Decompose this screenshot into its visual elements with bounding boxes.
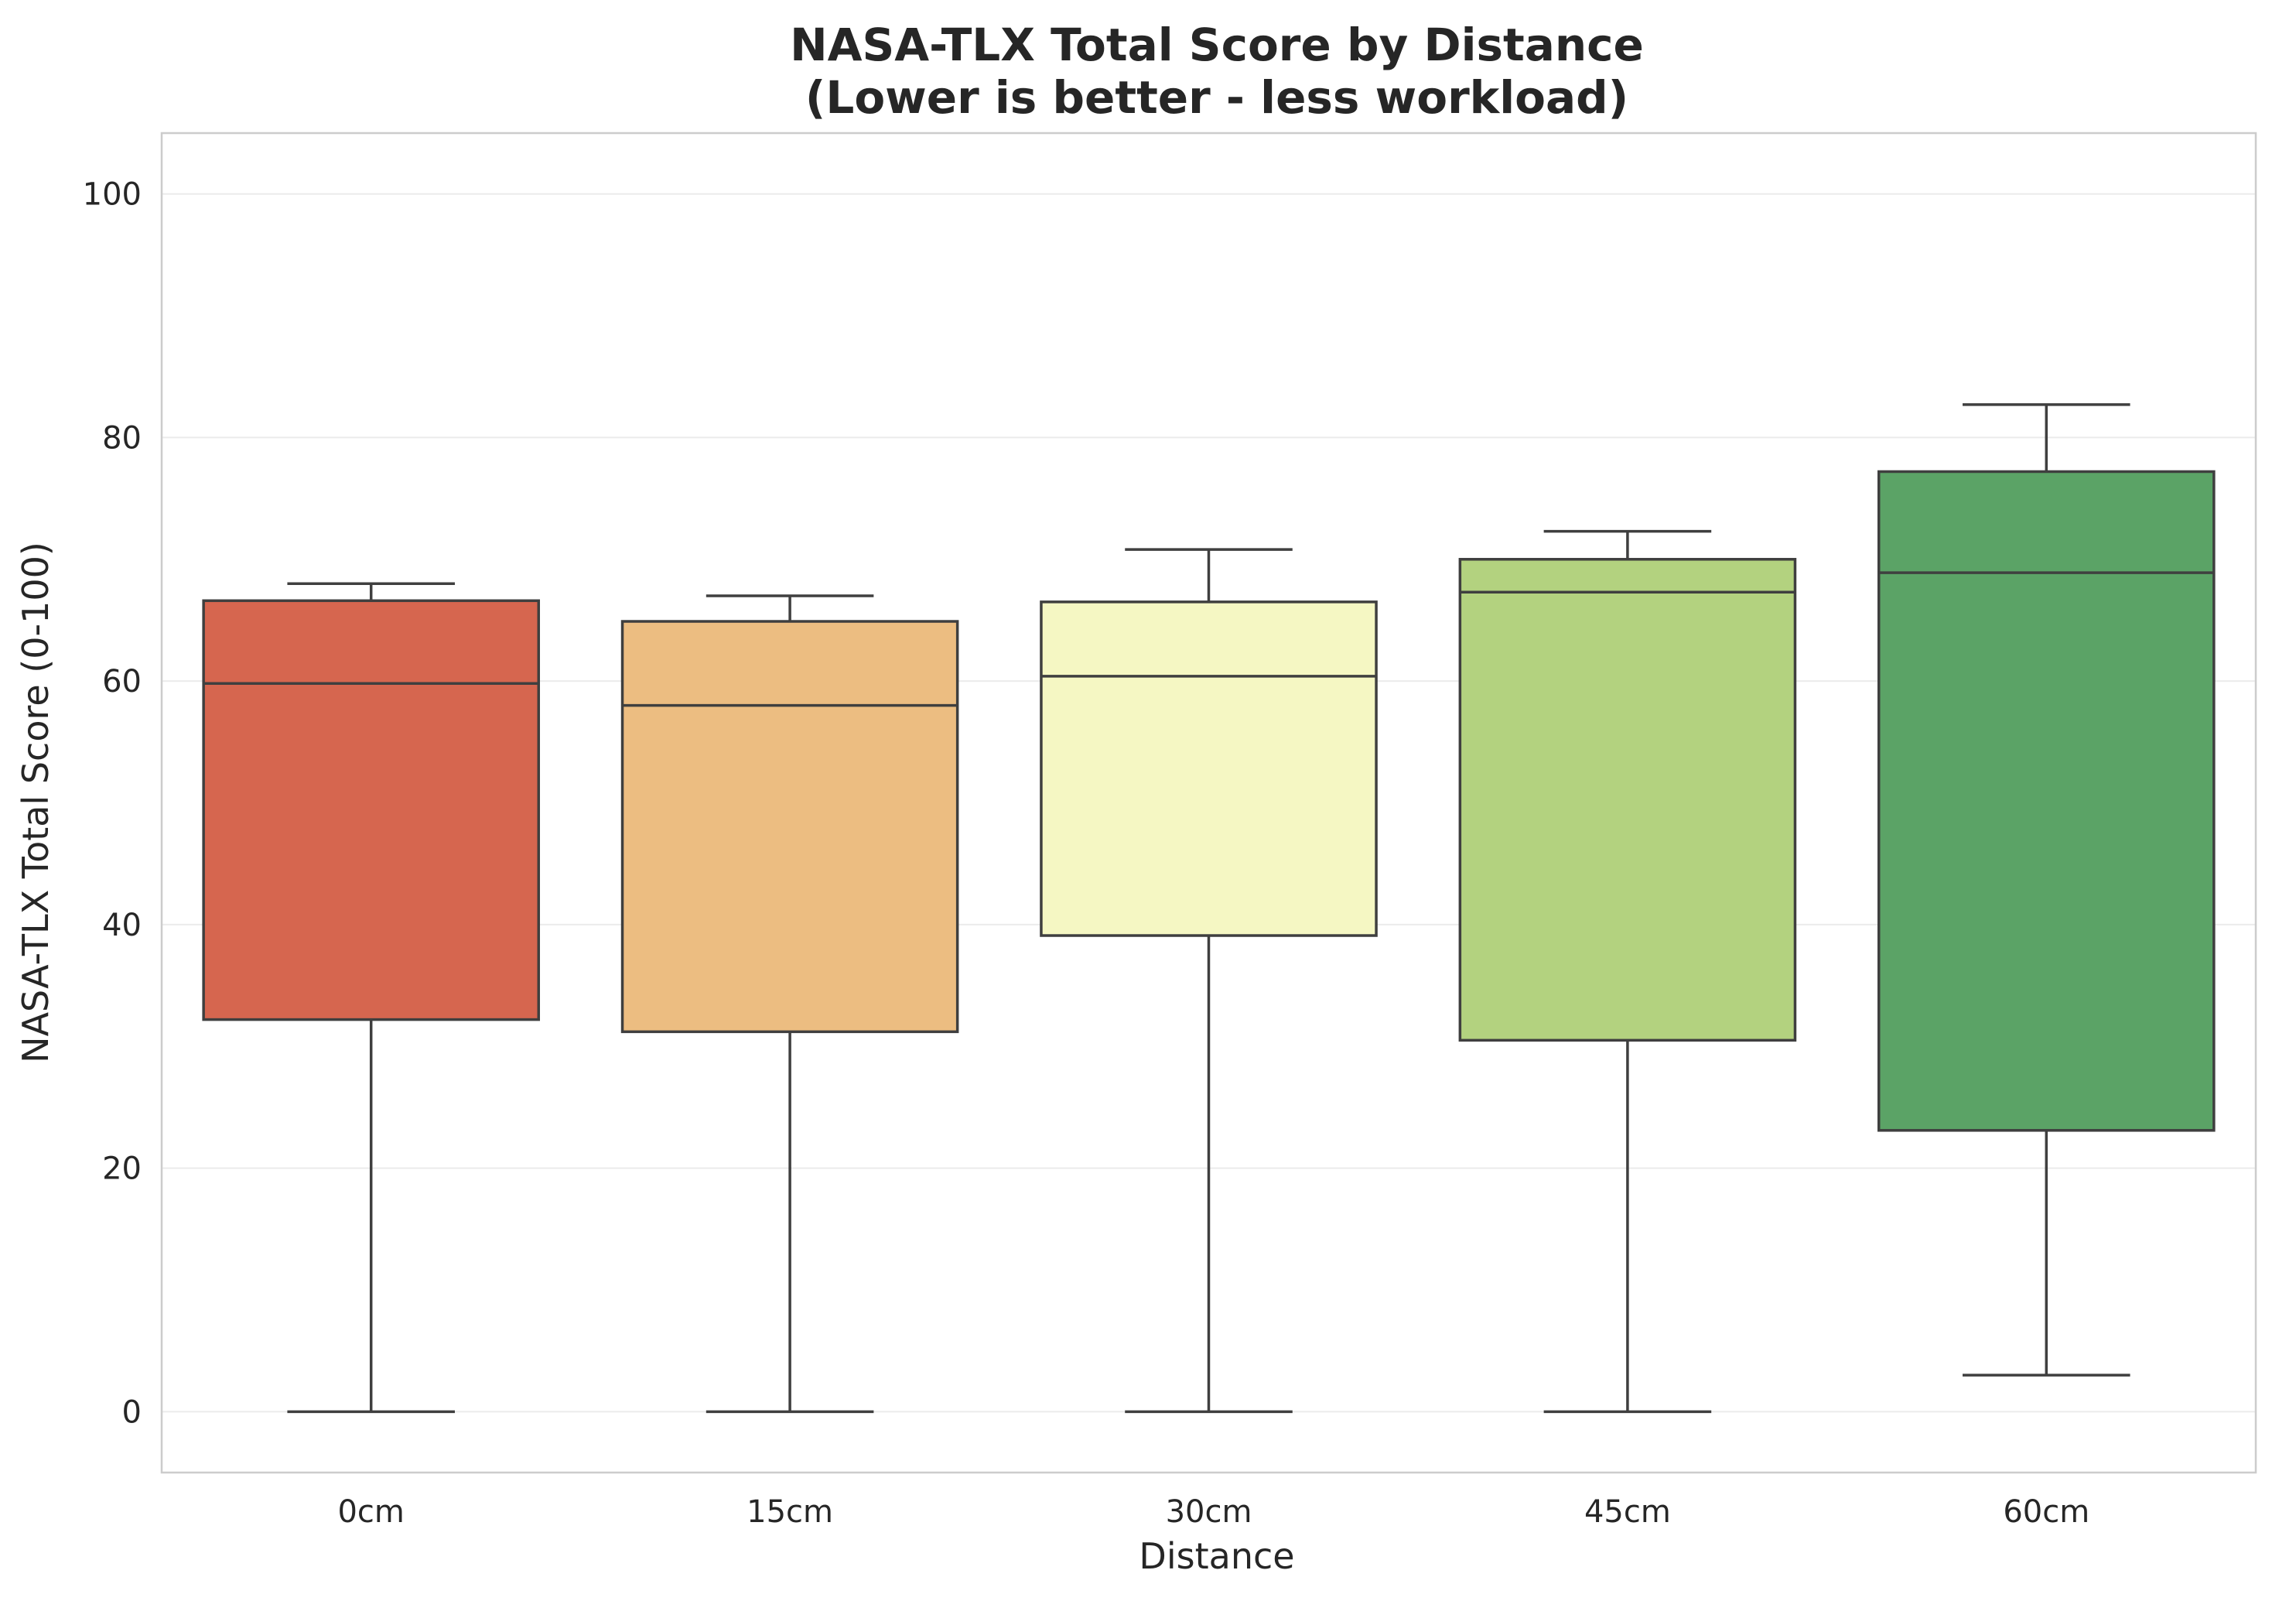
y-axis-label: NASA-TLX Total Score (0-100) bbox=[15, 542, 56, 1063]
y-tick-label: 20 bbox=[102, 1151, 142, 1187]
y-tick-label: 80 bbox=[102, 420, 142, 456]
x-tick-label: 15cm bbox=[747, 1494, 833, 1530]
chart-title-line-2: (Lower is better - less workload) bbox=[805, 71, 1628, 124]
box-group-45cm bbox=[1458, 529, 1797, 1414]
x-tick-label: 0cm bbox=[337, 1494, 404, 1530]
iqr-box bbox=[202, 599, 541, 1021]
x-tick-label: 45cm bbox=[1584, 1494, 1671, 1530]
chart-title-line-1: NASA-TLX Total Score by Distance bbox=[790, 19, 1644, 71]
y-tick-labels: 0 20 40 60 80 100 bbox=[83, 177, 142, 1431]
iqr-box bbox=[1458, 558, 1797, 1042]
iqr-box bbox=[1877, 470, 2216, 1132]
plot-frame bbox=[160, 132, 2257, 1474]
y-tick-label: 0 bbox=[122, 1394, 142, 1430]
y-tick-label: 60 bbox=[102, 664, 142, 700]
x-tick-label: 60cm bbox=[2003, 1494, 2089, 1530]
x-tick-label: 30cm bbox=[1166, 1494, 1252, 1530]
y-tick-label: 100 bbox=[83, 177, 142, 213]
y-tick-label: 40 bbox=[102, 908, 142, 943]
iqr-box bbox=[620, 620, 959, 1034]
boxes bbox=[202, 403, 2216, 1414]
box-group-0cm bbox=[202, 582, 541, 1414]
box-group-15cm bbox=[620, 594, 959, 1414]
x-tick-labels: 0cm 15cm 30cm 45cm 60cm bbox=[337, 1494, 2089, 1530]
x-axis-label: Distance bbox=[1139, 1535, 1294, 1577]
iqr-box bbox=[1040, 600, 1378, 937]
box-group-30cm bbox=[1040, 548, 1378, 1414]
box-group-60cm bbox=[1877, 403, 2216, 1377]
